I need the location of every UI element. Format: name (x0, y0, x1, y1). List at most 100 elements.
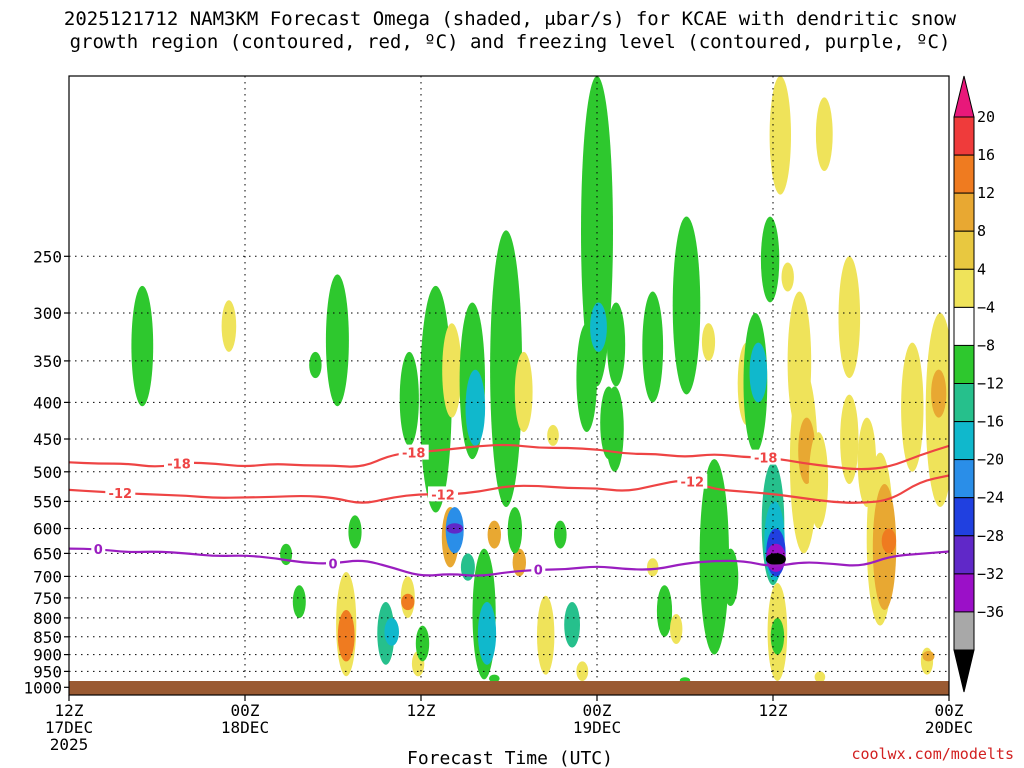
contour-label-bg-dgz_top_-18C-0 (164, 455, 194, 471)
omega-blob-14 (399, 351, 419, 446)
y-axis: 2503003504004505005506006507007508008509… (23, 247, 69, 697)
x-tick-label-24-0: 12Z (407, 701, 436, 720)
omega-blob-63 (769, 76, 791, 195)
omega-blob-44 (642, 291, 664, 403)
omega-blob-15 (415, 625, 430, 662)
omega-blob-12 (401, 593, 415, 611)
contour-label-dgz_bottom_-12C-1: -12 (431, 488, 455, 503)
contour-label-bg-dgz_top_-18C-2 (750, 449, 781, 465)
contour-label-bg-dgz_bottom_-12C-2 (677, 473, 708, 489)
omega-blob-69 (815, 97, 833, 171)
omega-blob-5 (309, 351, 322, 379)
x-tick-label-60-0: 00Z (935, 701, 964, 720)
omega-blob-70 (838, 256, 861, 379)
omega-blob-43 (647, 558, 659, 577)
colorbar-segment-13 (953, 611, 975, 651)
omega-blob-37 (576, 661, 589, 681)
colorbar-label-4: 4 (977, 260, 986, 278)
omega-blob-54 (749, 342, 768, 403)
y-tick-label-900: 900 (33, 646, 62, 665)
colorbar-label-10: −24 (977, 489, 1004, 507)
temperature-contours: -18 -18 -18 -12 -12 -12 0 0 0 (69, 443, 949, 579)
omega-blob-8 (348, 515, 362, 549)
omega-blob-32 (537, 595, 555, 675)
contour-label-freezing_0C-1: 0 (328, 558, 337, 573)
colorbar-label-12: −32 (977, 565, 1004, 583)
omega-blob-34 (554, 520, 567, 549)
omega-blob-23 (460, 553, 475, 581)
colorbar-segment-12 (953, 573, 975, 613)
colorbar-segment-8 (953, 421, 975, 461)
contour-label-bg-freezing_0C-2 (531, 561, 546, 577)
omega-blob-22 (465, 369, 486, 446)
omega-blob-76 (901, 342, 924, 472)
x-axis-title: Forecast Time (UTC) (407, 748, 613, 768)
colorbar-label-8: −16 (977, 413, 1004, 431)
omega-blob-4 (325, 274, 349, 407)
colorbar-label-1: 16 (977, 146, 995, 164)
contour-label-bg-freezing_0C-1 (326, 555, 340, 571)
x-tick-label-60-1: 20DEC (925, 718, 973, 737)
colorbar-segment-4 (953, 268, 975, 308)
contour-label-bg-dgz_bottom_-12C-1 (428, 486, 458, 502)
colorbar-segment-9 (953, 459, 975, 499)
colorbar-segment-0 (953, 116, 975, 156)
y-tick-label-600: 600 (33, 520, 62, 539)
omega-blob-50 (699, 459, 729, 655)
y-tick-label-350: 350 (33, 352, 62, 371)
omega-blob-60 (765, 553, 786, 566)
chart-title-line1: 2025121712 NAM3KM Forecast Omega (shaded… (64, 8, 957, 30)
colorbar-segment-7 (953, 383, 975, 423)
contour-label-dgz_top_-18C-2: -18 (754, 452, 778, 467)
omega-blob-42 (605, 386, 624, 472)
contour-label-freezing_0C-2: 0 (534, 564, 543, 579)
contour-line-dgz_top_-18C (69, 443, 949, 471)
colorbar-segment-2 (953, 192, 975, 232)
plot-frame (68, 75, 950, 696)
omega-blob-46 (670, 614, 683, 644)
y-tick-label-500: 500 (33, 463, 62, 482)
omega-blob-39 (590, 302, 607, 352)
colorbar-label-13: −36 (977, 603, 1004, 621)
omega-blob-80 (931, 369, 947, 418)
y-tick-label-300: 300 (33, 304, 62, 323)
omega-blob-38 (581, 76, 613, 387)
omega-blob-2 (280, 543, 293, 566)
colorbar-segment-11 (953, 535, 975, 575)
colorbar-label-9: −20 (977, 451, 1004, 469)
y-tick-label-700: 700 (33, 567, 62, 586)
colorbar-label-5: −4 (977, 298, 995, 316)
contour-label-dgz_top_-18C-0: -18 (167, 458, 191, 473)
colorbar-segment-3 (953, 230, 975, 270)
x-tick-label-12-1: 18DEC (221, 718, 269, 737)
colorbar-label-11: −28 (977, 527, 1004, 545)
x-tick-label-0-1: 17DEC (45, 718, 93, 737)
contour-line-dgz_bottom_-12C (69, 474, 949, 504)
omega-blob-75 (881, 528, 897, 554)
colorbar-label-3: 8 (977, 222, 986, 240)
gridlines (69, 76, 949, 695)
omega-blob-81 (814, 671, 826, 683)
y-tick-label-950: 950 (33, 662, 62, 681)
contour-label-dgz_bottom_-12C-0: -12 (109, 487, 133, 502)
omega-blob-0 (131, 285, 154, 407)
omega-blob-49 (701, 323, 716, 361)
contour-label-freezing_0C-0: 0 (94, 543, 103, 558)
omega-blob-68 (808, 432, 829, 529)
colorbar-segment-10 (953, 497, 975, 537)
omega-blob-17 (442, 323, 462, 418)
omega-blob-55 (760, 216, 780, 303)
contour-label-dgz_top_-18C-1: -18 (402, 447, 426, 462)
colorbar-cap-bottom (953, 649, 975, 693)
y-tick-label-800: 800 (33, 609, 62, 628)
y-tick-label-450: 450 (33, 430, 62, 449)
omega-blob-10 (384, 618, 400, 646)
colorbar-segment-5 (953, 306, 975, 346)
omega-blob-64 (781, 262, 794, 292)
omega-blob-1 (221, 300, 237, 352)
omega-blob-29 (514, 351, 533, 433)
x-tick-label-0-2: 2025 (50, 735, 89, 754)
contour-label-dgz_bottom_-12C-2: -12 (681, 476, 705, 491)
omega-blob-51 (722, 548, 739, 606)
